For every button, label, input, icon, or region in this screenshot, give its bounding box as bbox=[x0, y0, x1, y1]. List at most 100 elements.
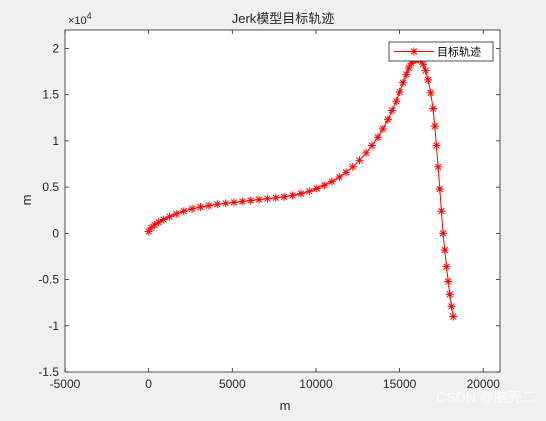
marker-stroke bbox=[419, 60, 427, 68]
data-point bbox=[196, 203, 205, 212]
marker-stroke bbox=[297, 190, 305, 197]
data-point bbox=[320, 181, 329, 190]
marker-stroke bbox=[230, 199, 238, 206]
data-point bbox=[305, 187, 314, 196]
data-point bbox=[179, 207, 188, 216]
data-point bbox=[402, 70, 411, 79]
marker-stroke bbox=[255, 196, 263, 203]
data-point bbox=[150, 221, 159, 230]
data-point bbox=[429, 104, 438, 113]
data-point bbox=[355, 156, 364, 165]
x-tick-label: 10000 bbox=[299, 377, 333, 391]
data-point bbox=[204, 201, 213, 210]
data-point bbox=[392, 97, 401, 106]
marker-stroke bbox=[151, 221, 158, 229]
x-tick-label: -5000 bbox=[50, 377, 81, 391]
marker-stroke bbox=[441, 246, 449, 254]
data-point bbox=[229, 198, 238, 207]
data-point bbox=[165, 212, 174, 221]
data-point bbox=[445, 290, 454, 299]
marker-stroke bbox=[336, 173, 343, 181]
marker-stroke bbox=[443, 263, 450, 270]
data-point bbox=[444, 277, 453, 286]
data-point bbox=[440, 245, 449, 254]
marker-stroke bbox=[446, 291, 454, 298]
marker-stroke bbox=[438, 207, 445, 215]
marker-stroke bbox=[393, 97, 400, 105]
marker-stroke bbox=[362, 149, 370, 157]
marker-stroke bbox=[434, 163, 442, 171]
axes-box bbox=[64, 29, 501, 373]
marker-stroke bbox=[239, 198, 246, 205]
marker-stroke bbox=[272, 194, 280, 201]
data-point bbox=[442, 262, 451, 271]
marker-stroke bbox=[444, 278, 452, 285]
data-point bbox=[439, 229, 448, 238]
marker-stroke bbox=[403, 71, 410, 78]
marker-stroke bbox=[431, 122, 438, 130]
data-point bbox=[449, 312, 458, 321]
data-point bbox=[213, 200, 222, 209]
marker-stroke bbox=[410, 48, 418, 55]
marker-stroke bbox=[422, 67, 429, 74]
marker-stroke bbox=[349, 163, 357, 171]
y-exponent-label: ×104 bbox=[68, 11, 92, 27]
y-tick-label: 0 bbox=[52, 226, 59, 240]
data-point bbox=[159, 215, 168, 224]
data-point bbox=[238, 197, 247, 206]
data-point bbox=[348, 162, 357, 171]
marker-stroke bbox=[155, 219, 162, 226]
marker-stroke bbox=[374, 133, 382, 141]
data-point bbox=[246, 196, 255, 205]
chart-title: Jerk模型目标轨迹 bbox=[232, 11, 335, 26]
marker-stroke bbox=[424, 76, 432, 84]
x-tick-label: 0 bbox=[145, 377, 152, 391]
data-point bbox=[188, 204, 197, 213]
data-point bbox=[383, 115, 392, 124]
marker-stroke bbox=[342, 169, 350, 176]
data-point bbox=[342, 168, 351, 177]
y-tick-label: 1.5 bbox=[42, 88, 59, 102]
marker-stroke bbox=[247, 197, 254, 204]
data-point bbox=[398, 78, 407, 87]
data-point bbox=[421, 66, 430, 75]
marker-stroke bbox=[173, 210, 180, 218]
marker-stroke bbox=[356, 157, 363, 164]
watermark: CSDN @脑壳二 bbox=[436, 389, 536, 405]
ticks-layer: -5000 0 5000 10000 15000 20000 -1.5 -1 -0.5 0 0.5 1… bbox=[38, 30, 500, 391]
data-point bbox=[288, 191, 297, 200]
data-point bbox=[378, 124, 387, 133]
legend-marker-glyph bbox=[410, 47, 418, 56]
marker-stroke bbox=[436, 185, 444, 193]
legend-label: 目标轨迹 bbox=[437, 45, 481, 59]
marker-stroke bbox=[379, 125, 387, 133]
data-point bbox=[373, 133, 382, 142]
y-tick-label: -1.5 bbox=[38, 365, 59, 379]
marker-stroke bbox=[145, 228, 152, 235]
y-tick-label: 0.5 bbox=[42, 180, 59, 194]
data-point bbox=[432, 141, 441, 150]
marker-stroke bbox=[384, 116, 392, 123]
marker-stroke bbox=[328, 178, 336, 185]
y-exponent-power: 4 bbox=[87, 11, 92, 21]
x-tick-label: 15000 bbox=[383, 377, 417, 391]
y-exponent-base: ×10 bbox=[68, 15, 87, 27]
legend-box bbox=[388, 41, 494, 62]
y-axis-title: m bbox=[19, 195, 34, 206]
series-line bbox=[148, 58, 454, 317]
marker-stroke bbox=[188, 205, 196, 213]
marker-stroke bbox=[306, 188, 313, 195]
marker-stroke bbox=[289, 192, 296, 199]
data-point bbox=[362, 148, 371, 157]
marker-stroke bbox=[396, 88, 403, 96]
y-tick-label: -0.5 bbox=[38, 273, 59, 287]
data-point bbox=[335, 172, 344, 181]
data-point bbox=[296, 189, 305, 198]
y-tick-label: -1 bbox=[48, 319, 59, 333]
data-point bbox=[430, 122, 439, 131]
marker-stroke bbox=[405, 64, 413, 72]
marker-stroke bbox=[439, 230, 447, 237]
marker-stroke bbox=[166, 213, 173, 220]
